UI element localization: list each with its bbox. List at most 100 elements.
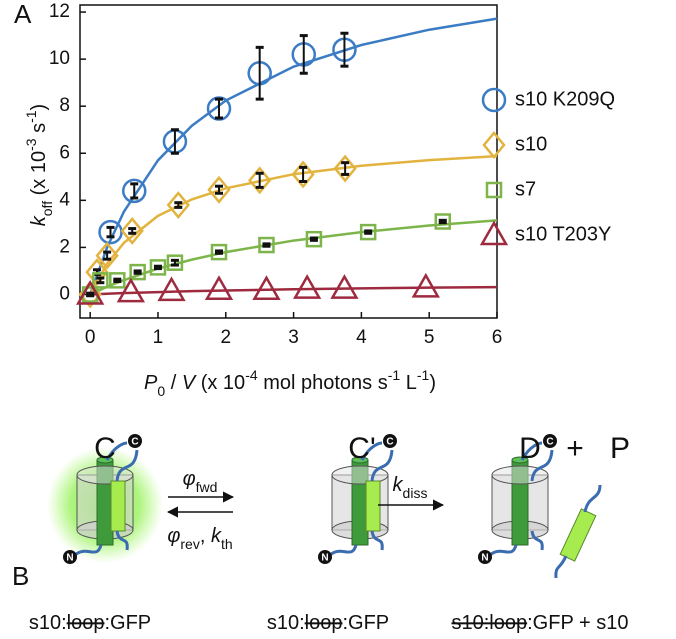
text-run: -4 — [245, 367, 258, 383]
error-bar — [364, 229, 373, 235]
legend-label: s7 — [515, 178, 536, 200]
marker — [479, 220, 509, 246]
marker — [95, 241, 119, 270]
error-bar — [299, 34, 308, 75]
marker — [76, 279, 105, 305]
caption: s10:loop:GFP — [29, 612, 151, 634]
error-bar — [103, 250, 112, 261]
state-label: C' — [348, 432, 375, 465]
text-run: P — [144, 372, 158, 394]
terminus — [383, 434, 397, 448]
marker — [116, 277, 146, 303]
terminus-label: C — [546, 437, 553, 448]
text-run: s10: — [267, 612, 305, 634]
loop — [105, 441, 128, 461]
text-run: , — [200, 525, 211, 547]
error-bar — [262, 242, 271, 248]
error-bar — [133, 269, 142, 275]
x-tick-label: 0 — [85, 327, 96, 348]
text-run: :GFP + s10 — [527, 612, 628, 634]
text-run: s10: — [29, 612, 67, 634]
rate-label: φfwd — [183, 468, 218, 494]
text-run: / — [165, 372, 182, 394]
text-run: k — [28, 215, 50, 226]
error-bar — [96, 276, 105, 285]
marker — [120, 216, 144, 245]
marker — [485, 181, 503, 199]
text-run: -1 — [417, 367, 430, 383]
legend-label: s10 T203Y — [515, 223, 611, 245]
error-bar — [438, 218, 447, 225]
marker — [166, 254, 184, 271]
caption: s10:loop:GFP + s10 — [452, 612, 629, 634]
loop — [115, 530, 129, 551]
error-bar — [255, 171, 264, 189]
loop — [489, 544, 518, 557]
caption: s10:loop:GFP — [267, 612, 389, 634]
rate-label: kdiss — [393, 474, 428, 500]
text-run: -1 — [388, 367, 401, 383]
loop — [530, 530, 544, 551]
error-bar — [341, 161, 350, 176]
error-bar — [215, 249, 223, 255]
marker — [98, 219, 123, 245]
text-run: mol photons s — [258, 372, 388, 394]
y-tick-label: 0 — [59, 283, 70, 304]
marker — [411, 272, 440, 298]
legend-label: s10 K209Q — [515, 88, 615, 110]
terminus — [543, 434, 557, 448]
diagram: C N C N C N — [63, 434, 602, 579]
y-tick-label: 10 — [49, 48, 70, 69]
terminus-label: C — [386, 437, 393, 448]
marker — [248, 166, 272, 195]
fit-curve — [89, 219, 498, 296]
error-bar — [86, 291, 95, 298]
text-run: :GFP — [104, 612, 151, 634]
loop — [360, 441, 383, 461]
x-tick-label: 4 — [356, 327, 367, 348]
terminus-label: N — [66, 553, 73, 564]
y-tick-label: 8 — [59, 95, 70, 116]
text-run: φ — [167, 525, 180, 547]
text-run: (x 10 — [28, 151, 50, 201]
marker — [482, 131, 506, 159]
text-run: off — [39, 201, 55, 216]
strand — [110, 480, 126, 532]
loop — [329, 544, 358, 557]
marker — [121, 178, 147, 204]
error-bar — [215, 97, 223, 120]
text-run: φ — [183, 468, 196, 490]
state-label: P — [610, 432, 630, 465]
loop — [520, 441, 543, 461]
text-run: s — [28, 123, 50, 139]
text-run: s10:loop — [452, 612, 528, 634]
y-axis-label: koff (x 10-3 s-1) — [23, 104, 55, 226]
legend: s10 K209Q s10 s7 s10 T203Y — [479, 87, 615, 246]
plot-frame — [79, 4, 498, 319]
error-bar — [174, 201, 183, 209]
text-run: k — [211, 525, 222, 547]
error-bar — [113, 277, 122, 284]
text-run: L — [400, 372, 417, 394]
terminus-label: N — [321, 553, 328, 564]
terminus-label: C — [131, 437, 138, 448]
text-run: diss — [403, 485, 428, 501]
error-bar — [153, 264, 162, 271]
x-axis-label: P0 / V (x 10-4 mol photons s-1 L-1) — [144, 367, 436, 399]
loop — [583, 484, 602, 513]
error-bar — [340, 31, 349, 68]
text-run: fwd — [196, 479, 218, 495]
error-bar — [215, 184, 223, 195]
marker — [149, 259, 167, 276]
strand — [365, 480, 381, 532]
loop — [554, 555, 568, 579]
x-tick-label: 2 — [220, 327, 231, 348]
error-bar — [170, 128, 179, 155]
marker — [434, 213, 452, 230]
error-bar — [255, 45, 264, 101]
terminus — [478, 550, 492, 564]
text-run: loop — [67, 612, 105, 634]
marker — [129, 263, 146, 281]
x-tick-label: 6 — [492, 327, 503, 348]
